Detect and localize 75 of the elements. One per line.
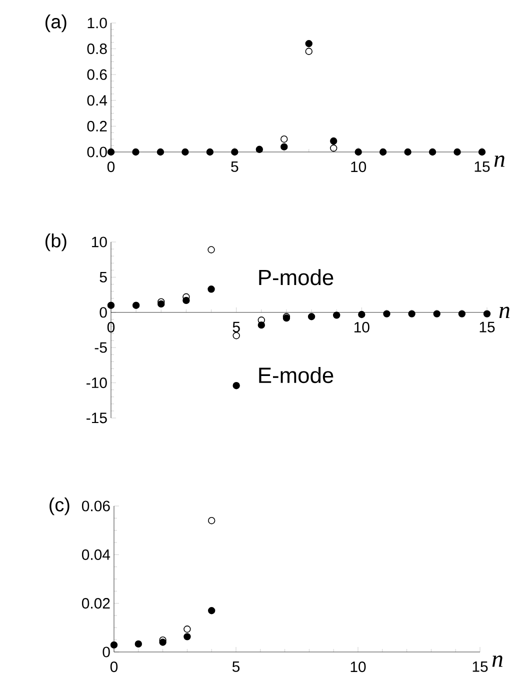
point [458, 310, 466, 318]
point [258, 321, 265, 329]
x-tick-label: 0 [110, 662, 118, 672]
point [134, 640, 142, 648]
point [107, 148, 115, 156]
point [408, 310, 416, 318]
chart-title: (b) [46, 234, 66, 252]
point [358, 310, 366, 318]
point [333, 312, 340, 319]
point [231, 148, 238, 156]
x-tick-label: 10 [350, 662, 366, 672]
x-tick-label: 5 [232, 322, 240, 332]
point [483, 310, 491, 318]
x-tick-label: 15 [472, 662, 488, 672]
x-axis-title: n [494, 156, 504, 167]
x-tick-label: 10 [351, 162, 366, 172]
point [156, 148, 164, 156]
chart-title: (a) [46, 14, 66, 32]
y-tick-label: -15 [86, 412, 107, 424]
y-tick-label: 0.6 [87, 69, 107, 80]
point [454, 148, 461, 156]
point [383, 310, 390, 318]
y-tick-label: 0.06 [82, 500, 110, 512]
point [208, 517, 216, 524]
annotation: E-mode [259, 366, 334, 384]
point [330, 137, 338, 145]
point [208, 246, 215, 254]
y-tick-label: 0.8 [87, 44, 107, 54]
point [305, 48, 312, 55]
x-axis-title: n [492, 656, 502, 667]
point [232, 332, 240, 340]
point [354, 148, 362, 156]
point [478, 148, 486, 156]
x-axis-title: n [499, 306, 510, 318]
y-tick-label: -10 [86, 378, 107, 388]
x-tick-label: 5 [232, 662, 240, 672]
y-tick-label: 0.02 [82, 598, 110, 609]
annotation: P-mode [259, 269, 334, 286]
point [184, 633, 191, 640]
x-tick-label: 15 [480, 322, 495, 332]
point [305, 40, 312, 48]
point [132, 148, 140, 156]
y-tick-label: 10 [92, 236, 107, 248]
x-tick-label: 15 [474, 162, 490, 172]
y-tick-label: 0.2 [87, 120, 107, 132]
point [184, 626, 191, 633]
y-tick-label: -5 [94, 342, 107, 353]
point [379, 148, 387, 156]
point [208, 286, 215, 293]
point [433, 310, 440, 318]
point [256, 146, 263, 154]
point [232, 382, 240, 390]
y-tick-label: 1.0 [88, 18, 107, 28]
y-tick-label: 0.0 [87, 146, 107, 158]
point [182, 148, 189, 156]
point [107, 302, 115, 309]
x-tick-label: 10 [354, 322, 370, 332]
point [208, 607, 216, 614]
point [258, 316, 265, 324]
point [206, 148, 214, 156]
point [280, 143, 288, 150]
x-tick-label: 5 [231, 162, 238, 172]
y-tick-label: 5 [100, 272, 107, 282]
point [110, 641, 118, 649]
y-tick-label: 0 [100, 307, 107, 318]
y-tick-label: 0.4 [87, 95, 108, 106]
point [404, 148, 412, 156]
chart-title: (c) [50, 498, 70, 516]
point [280, 135, 288, 143]
point [428, 148, 436, 156]
point [330, 144, 338, 152]
point [308, 313, 316, 320]
point [132, 302, 140, 309]
y-tick-label: 0 [102, 646, 110, 658]
y-tick-label: 0.04 [82, 549, 110, 560]
